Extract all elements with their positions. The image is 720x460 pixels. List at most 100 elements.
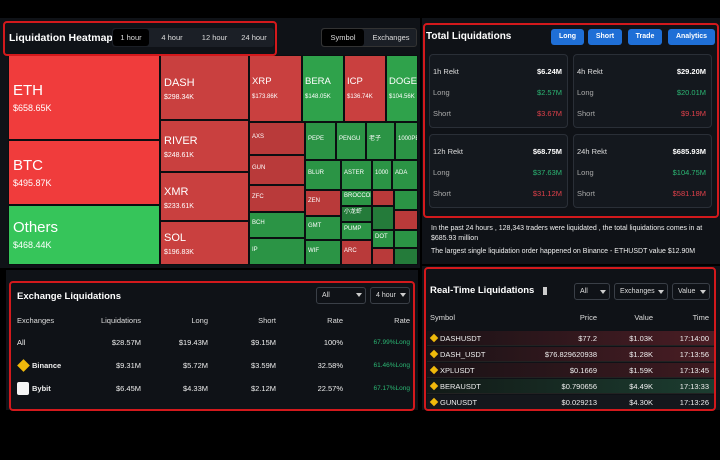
stat-card (429, 134, 568, 208)
realtime-row (427, 379, 714, 394)
heatmap-cell[interactable] (341, 240, 372, 265)
heatmap-cell[interactable] (305, 240, 341, 265)
dropdown-caret (400, 293, 406, 298)
column-header: Long (191, 316, 208, 325)
filter-dropdown[interactable]: 4 hour (370, 287, 410, 304)
timeframe-tab[interactable]: 4 hour (161, 33, 183, 42)
table-cell: Bybit (32, 384, 51, 393)
heatmap-cell[interactable] (160, 172, 249, 221)
heatmap-cell[interactable] (160, 55, 249, 120)
cell-symbol: PEPE (308, 136, 325, 142)
cell-value: $148.05K (305, 93, 331, 100)
cell-symbol: ZFC (252, 193, 264, 200)
cell-value: $104.56K (389, 93, 415, 100)
stat-value: $685.93M (672, 147, 706, 156)
stat-label: Short (577, 109, 595, 118)
table-cell: $9.31M (115, 361, 141, 370)
table-cell: XPLUSDT (440, 365, 475, 375)
heatmap-cell[interactable] (160, 120, 249, 172)
cell-symbol: PUMP (344, 226, 362, 232)
stat-label: Long (577, 88, 594, 97)
heatmap-cell[interactable] (341, 160, 372, 190)
action-button[interactable]: Analytics (668, 29, 715, 45)
cell-symbol: BLUR (308, 170, 325, 176)
table-cell: GUNUSDT (440, 397, 478, 407)
heatmap-cell[interactable] (249, 55, 302, 122)
exchange-panel (6, 270, 418, 410)
action-button[interactable]: Trade (628, 29, 662, 45)
table-cell: 32.58% (317, 361, 343, 370)
stat-label: Short (577, 189, 595, 198)
annotation-frame (3, 21, 277, 56)
view-tab[interactable]: Symbol (322, 29, 364, 46)
annotation-frame (424, 267, 716, 411)
table-cell: $1.03K (629, 333, 653, 343)
heatmap-cell[interactable] (372, 160, 392, 190)
table-cell: $6.45M (115, 384, 141, 393)
heatmap-cell (394, 190, 418, 210)
table-cell: $1.59K (629, 365, 653, 375)
action-button[interactable]: Short (588, 29, 622, 45)
stat-card (573, 134, 712, 208)
heatmap-cell[interactable] (395, 122, 418, 160)
heatmap-cell[interactable] (249, 212, 305, 238)
action-button[interactable]: Long (551, 29, 584, 45)
column-header: Rate (327, 316, 343, 325)
stat-card (573, 54, 712, 128)
heatmap-cell (394, 230, 418, 248)
heatmap-cell[interactable] (341, 206, 372, 222)
heatmap-cell[interactable] (341, 190, 372, 206)
cell-value: $658.65K (13, 102, 52, 113)
stat-label: Short (433, 189, 451, 198)
stat-label: Short (433, 109, 451, 118)
filter-dropdown[interactable]: Exchanges (614, 283, 668, 300)
heatmap-cell[interactable] (372, 230, 394, 248)
cell-symbol: AXS (252, 133, 265, 140)
stat-label: 12h Rekt (433, 147, 464, 156)
heatmap-cell (372, 190, 394, 206)
heatmap-cell[interactable] (249, 122, 305, 155)
heatmap-cell[interactable] (341, 222, 372, 240)
heatmap-cell[interactable] (392, 160, 418, 190)
cell-symbol: BTC (13, 156, 43, 174)
heatmap-cell[interactable] (8, 140, 160, 205)
cell-symbol: SOL (164, 232, 187, 244)
heatmap-cell[interactable] (305, 122, 336, 160)
heatmap-cell (372, 248, 394, 265)
table-cell: $28.57M (111, 338, 141, 347)
table-cell: 17:13:26 (679, 397, 709, 407)
heatmap-cell[interactable] (8, 205, 160, 265)
timeframe-tab[interactable]: 12 hour (201, 33, 228, 42)
heatmap-cell[interactable] (249, 238, 305, 265)
stat-value: $20.01M (676, 88, 706, 97)
heatmap-cell[interactable] (386, 55, 418, 122)
heatmap-cell[interactable] (344, 55, 386, 122)
timeframe-tab[interactable]: 24 hour (241, 33, 267, 42)
heatmap-cell[interactable] (302, 55, 344, 122)
table-cell: Binance (32, 361, 62, 370)
heatmap-cell[interactable] (305, 216, 341, 240)
heatmap-cell[interactable] (305, 190, 341, 216)
heatmap-cell[interactable] (336, 122, 366, 160)
stat-label: Long (433, 88, 450, 97)
filter-dropdown[interactable]: Value (672, 283, 710, 300)
cell-symbol: BCH (252, 220, 265, 226)
filter-dropdown[interactable]: All (574, 283, 610, 300)
panel-title: Total Liquidations (426, 31, 512, 42)
timeframe-tab[interactable]: 1 hour (113, 29, 149, 46)
table-cell: 17:13:33 (679, 381, 709, 391)
cell-symbol: DOGE (389, 76, 417, 87)
table-cell: $5.72M (182, 361, 208, 370)
heatmap-cell[interactable] (160, 221, 249, 265)
filter-dropdown[interactable]: All (316, 287, 366, 304)
heatmap-cell[interactable] (305, 160, 341, 190)
panel-title: Exchange Liquidations (17, 291, 121, 302)
stat-label: Long (433, 168, 450, 177)
view-tab[interactable]: Exchanges (372, 33, 410, 42)
cell-symbol: 1000PEPE (398, 136, 417, 142)
heatmap-cell[interactable] (366, 122, 395, 160)
heatmap-cell[interactable] (249, 155, 305, 185)
heatmap-cell[interactable] (249, 185, 305, 212)
table-cell: $1.28K (629, 349, 653, 359)
dropdown-caret (356, 293, 362, 298)
